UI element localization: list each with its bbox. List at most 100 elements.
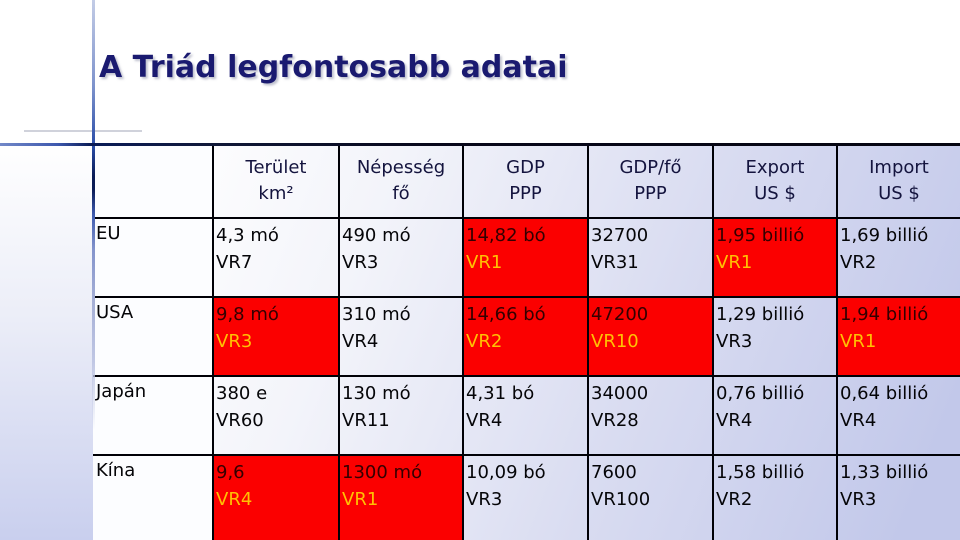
cell-usa-terulet: 9,8 mó VR3 <box>212 296 340 377</box>
cell-rank: VR11 <box>342 410 390 431</box>
column-header-rowlabel <box>93 145 214 219</box>
cell-rank: VR4 <box>342 331 379 352</box>
cell-usa-gdp: 14,66 bó VR2 <box>462 296 589 377</box>
cell-kína-gdp: 10,09 bó VR3 <box>462 454 589 540</box>
cell-rank: VR3 <box>716 331 753 352</box>
column-header-gdp: GDP PPP <box>462 145 589 219</box>
cell-value: 1,95 billió <box>716 225 805 246</box>
cell-eu-gdp-fo: 32700 VR31 <box>587 217 714 298</box>
cell-value: 1,69 billió <box>840 225 929 246</box>
cell-kína-nepesseg: 1300 mó VR1 <box>338 454 464 540</box>
cell-rank: VR2 <box>840 252 877 273</box>
triad-table-container: Terület km² Népesség fő GDP PPP GDP/fő PPP Expor… <box>93 145 960 540</box>
column-header-export: Export US $ <box>712 145 838 219</box>
decor-gray-tick <box>24 130 142 132</box>
column-header-nepesseg: Népesség fő <box>338 145 464 219</box>
table-body: EU 4,3 mó VR7 490 mó VR3 14,82 bó VR1 32700 VR31… <box>93 217 960 540</box>
cell-rank: VR3 <box>840 489 877 510</box>
row-label-eu: EU <box>93 217 214 298</box>
cell-rank: VR2 <box>466 331 503 352</box>
cell-value: 10,09 bó <box>466 462 546 483</box>
cell-value: 4,31 bó <box>466 383 535 404</box>
column-header-line2: fő <box>392 183 410 204</box>
cell-rank: VR3 <box>342 252 379 273</box>
cell-value: 34000 <box>591 383 649 404</box>
cell-value: 4,3 mó <box>216 225 279 246</box>
cell-value: 7600 <box>591 462 637 483</box>
triad-data-table: Terület km² Népesség fő GDP PPP GDP/fő PPP Expor… <box>93 145 960 540</box>
table-row-usa: USA 9,8 mó VR3 310 mó VR4 14,66 bó VR2 47200 VR1… <box>93 296 960 377</box>
column-header-line1: Import <box>869 157 929 178</box>
cell-value: 310 mó <box>342 304 411 325</box>
column-header-line1: GDP <box>506 157 545 178</box>
cell-rank: VR60 <box>216 410 264 431</box>
cell-japán-nepesseg: 130 mó VR11 <box>338 375 464 456</box>
cell-value: 490 mó <box>342 225 411 246</box>
cell-value: 1,29 billió <box>716 304 805 325</box>
header-row: Terület km² Népesség fő GDP PPP GDP/fő PPP Expor… <box>93 145 960 219</box>
column-header-line2: km² <box>258 183 294 204</box>
column-header-gdp-fo: GDP/fő PPP <box>587 145 714 219</box>
cell-value: 9,8 mó <box>216 304 279 325</box>
cell-rank: VR3 <box>216 331 253 352</box>
cell-rank: VR3 <box>466 489 503 510</box>
cell-kína-gdp-fo: 7600 VR100 <box>587 454 714 540</box>
cell-kína-export: 1,58 billió VR2 <box>712 454 838 540</box>
cell-rank: VR4 <box>216 489 253 510</box>
cell-value: 14,66 bó <box>466 304 546 325</box>
row-label-usa: USA <box>93 296 214 377</box>
cell-rank: VR28 <box>591 410 639 431</box>
cell-rank: VR2 <box>716 489 753 510</box>
cell-japán-gdp: 4,31 bó VR4 <box>462 375 589 456</box>
column-header-line2: PPP <box>634 183 667 204</box>
cell-rank: VR31 <box>591 252 639 273</box>
cell-value: 0,76 billió <box>716 383 805 404</box>
row-label-kína: Kína <box>93 454 214 540</box>
cell-japán-export: 0,76 billió VR4 <box>712 375 838 456</box>
cell-japán-gdp-fo: 34000 VR28 <box>587 375 714 456</box>
slide-title: A Triád legfontosabb adatai <box>99 50 568 85</box>
cell-usa-gdp-fo: 47200 VR10 <box>587 296 714 377</box>
column-header-line2: PPP <box>509 183 542 204</box>
table-header-row: Terület km² Népesség fő GDP PPP GDP/fő PPP Expor… <box>93 145 960 219</box>
cell-value: 14,82 bó <box>466 225 546 246</box>
column-header-line1: Népesség <box>356 157 446 178</box>
cell-eu-gdp: 14,82 bó VR1 <box>462 217 589 298</box>
cell-rank: VR4 <box>466 410 503 431</box>
cell-eu-terulet: 4,3 mó VR7 <box>212 217 340 298</box>
cell-rank: VR1 <box>716 252 753 273</box>
cell-value: 1,94 billió <box>840 304 929 325</box>
cell-eu-nepesseg: 490 mó VR3 <box>338 217 464 298</box>
cell-value: 1,58 billió <box>716 462 805 483</box>
cell-rank: VR10 <box>591 331 639 352</box>
table-row-japán: Japán 380 e VR60 130 mó VR11 4,31 bó VR4 34000 V… <box>93 375 960 456</box>
cell-kína-terulet: 9,6 VR4 <box>212 454 340 540</box>
cell-japán-terulet: 380 e VR60 <box>212 375 340 456</box>
cell-eu-export: 1,95 billió VR1 <box>712 217 838 298</box>
table-row-kína: Kína 9,6 VR4 1300 mó VR1 10,09 bó VR3 7600 VR100… <box>93 454 960 540</box>
cell-value: 1300 mó <box>342 462 423 483</box>
cell-usa-export: 1,29 billió VR3 <box>712 296 838 377</box>
cell-eu-import: 1,69 billió VR2 <box>836 217 960 298</box>
cell-value: 47200 <box>591 304 649 325</box>
cell-value: 32700 <box>591 225 649 246</box>
cell-rank: VR7 <box>216 252 253 273</box>
row-label-japán: Japán <box>93 375 214 456</box>
cell-rank: VR4 <box>840 410 877 431</box>
cell-kína-import: 1,33 billió VR3 <box>836 454 960 540</box>
column-header-line2: US $ <box>754 183 796 204</box>
cell-value: 130 mó <box>342 383 411 404</box>
column-header-line1: GDP/fő <box>619 157 682 178</box>
table-row-eu: EU 4,3 mó VR7 490 mó VR3 14,82 bó VR1 32700 VR31… <box>93 217 960 298</box>
column-header-import: Import US $ <box>836 145 960 219</box>
cell-usa-nepesseg: 310 mó VR4 <box>338 296 464 377</box>
column-header-line1: Terület <box>245 157 307 178</box>
cell-japán-import: 0,64 billió VR4 <box>836 375 960 456</box>
cell-rank: VR1 <box>466 252 503 273</box>
cell-value: 0,64 billió <box>840 383 929 404</box>
cell-usa-import: 1,94 billió VR1 <box>836 296 960 377</box>
column-header-line2: US $ <box>878 183 920 204</box>
cell-rank: VR1 <box>840 331 877 352</box>
cell-rank: VR100 <box>591 489 651 510</box>
cell-rank: VR4 <box>716 410 753 431</box>
